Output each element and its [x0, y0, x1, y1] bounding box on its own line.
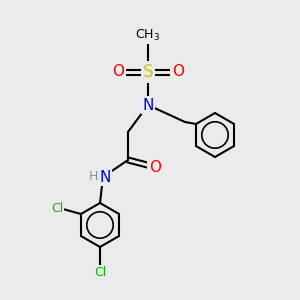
Text: H: H	[88, 170, 98, 184]
Text: N: N	[142, 98, 154, 112]
Text: Cl: Cl	[94, 266, 106, 280]
Text: S: S	[143, 63, 153, 81]
Text: Cl: Cl	[51, 202, 63, 215]
Text: CH$_3$: CH$_3$	[135, 27, 161, 43]
Text: O: O	[149, 160, 161, 175]
Text: O: O	[112, 64, 124, 80]
Text: N: N	[99, 169, 111, 184]
Text: O: O	[172, 64, 184, 80]
